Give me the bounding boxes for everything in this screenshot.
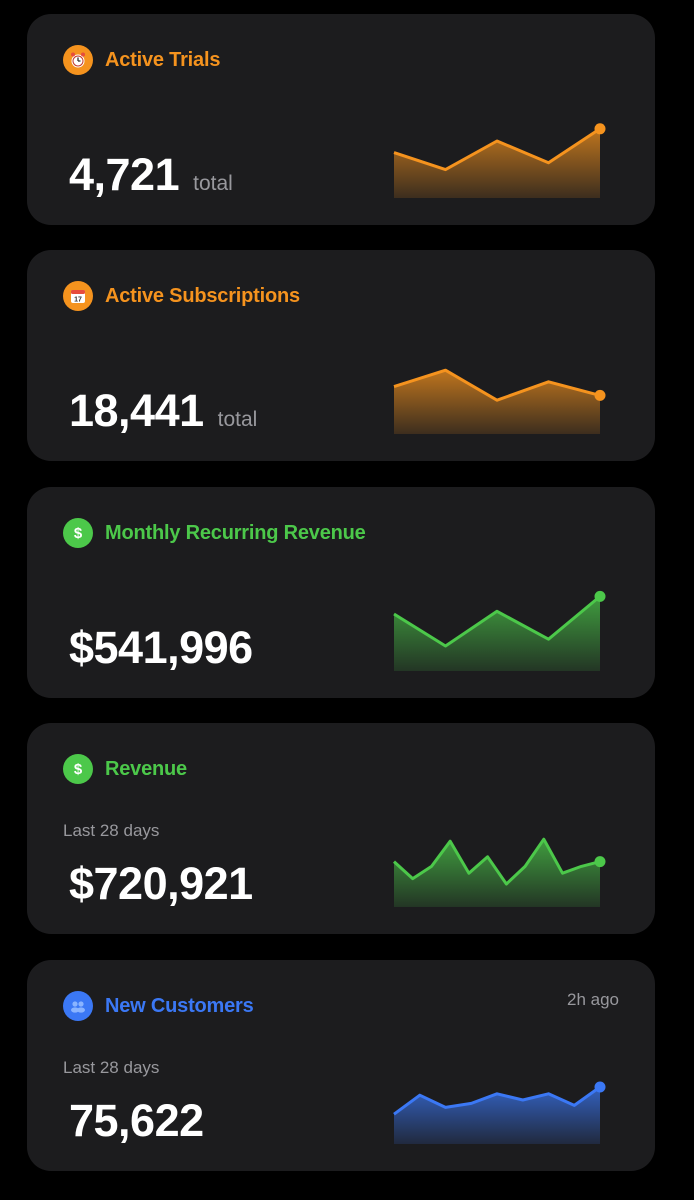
sparkline-line [393,368,601,402]
card-title: Active Trials [105,48,221,71]
card-title: Revenue [105,757,187,780]
metric-card[interactable]: New Customers 2h ago Last 28 days 75,622 [27,960,655,1171]
sparkline-chart [393,590,606,671]
card-header: New Customers [63,991,254,1021]
sparkline-line [393,595,601,648]
metric-value: $541,996 [69,622,253,673]
alarm-clock-icon [63,45,93,75]
card-title: Active Subscriptions [105,284,300,307]
sparkline-area [394,596,600,671]
sparkline-chart [393,1081,606,1144]
sparkline-area [394,1087,600,1144]
sparkline-line [393,1085,601,1116]
sparkline-endpoint [594,123,606,135]
metric-value-row: 75,622 [69,1098,204,1143]
period-label: Last 28 days [63,821,160,840]
metric-unit: total [193,172,233,195]
sparkline-area [394,370,600,434]
metric-value-row: $541,996 [69,625,253,670]
metric-value-row: $720,921 [69,861,253,906]
card-title: New Customers [105,994,254,1017]
card-title: Monthly Recurring Revenue [105,521,366,544]
metric-value-row: 4,721 total [69,152,233,197]
sparkline-area [394,128,600,198]
period-label: Last 28 days [63,1058,160,1077]
sparkline-endpoint [594,856,606,868]
updated-timestamp: 2h ago [567,990,619,1009]
dollar-icon: $ [63,518,93,548]
sparkline-endpoint [594,590,606,602]
card-header: 17 Active Subscriptions [63,281,300,311]
metric-value: 18,441 [69,385,204,436]
metric-value: 4,721 [69,149,180,200]
metric-card[interactable]: Active Trials 4,721 total [27,14,655,225]
sparkline-line [392,837,601,886]
sparkline-line [393,127,601,172]
sparkline-endpoint [594,389,606,401]
dollar-icon: $ [63,754,93,784]
sparkline-endpoint [594,1081,606,1093]
metric-card[interactable]: $ Revenue Last 28 days $720,921 [27,723,655,934]
card-header: $ Revenue [63,754,187,784]
metric-card[interactable]: 17 Active Subscriptions 18,441 total [27,250,655,461]
sparkline-chart [393,368,606,434]
users-icon [63,991,93,1021]
card-header: $ Monthly Recurring Revenue [63,518,366,548]
card-header: Active Trials [63,45,220,75]
metric-card[interactable]: $ Monthly Recurring Revenue $541,996 [27,487,655,698]
sparkline-chart [392,837,606,907]
calendar-icon: 17 [63,281,93,311]
metric-value: $720,921 [69,858,253,909]
sparkline-chart [393,123,606,198]
metric-value-row: 18,441 total [69,388,257,433]
metric-unit: total [217,408,258,431]
svg-text:17: 17 [74,297,82,304]
metric-value: 75,622 [69,1095,204,1146]
sparkline-area [394,839,600,907]
